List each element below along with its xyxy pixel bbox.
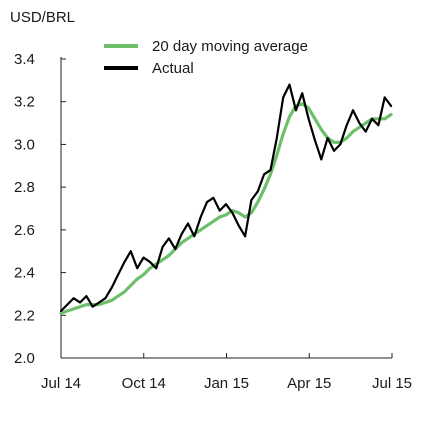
x-tick-label: Apr 15 xyxy=(287,375,331,392)
y-tick-label: 3.4 xyxy=(14,51,35,68)
legend: 20 day moving average Actual xyxy=(104,38,308,77)
y-unit-label: USD/BRL xyxy=(10,9,75,26)
y-tick-label: 3.2 xyxy=(14,94,35,111)
series-line-moving-average xyxy=(59,102,393,315)
legend-label-actual: Actual xyxy=(152,60,194,77)
y-tick-label: 2.2 xyxy=(14,307,35,324)
x-tick-label: Jul 14 xyxy=(41,375,81,392)
x-tick-label: Oct 14 xyxy=(122,375,166,392)
legend-label-moving-average: 20 day moving average xyxy=(152,38,308,55)
x-tick-label: Jan 15 xyxy=(204,375,249,392)
y-tick-label: 2.8 xyxy=(14,179,35,196)
axes: 2.0 2.2 2.4 2.6 2.8 3.0 3.2 3.4 Jul 14 Oct 14 Jan … xyxy=(14,51,412,392)
y-tick-label: 2.6 xyxy=(14,222,35,239)
y-tick-label: 3.0 xyxy=(14,136,35,153)
series-layer xyxy=(59,83,393,315)
series-line-actual xyxy=(59,83,393,313)
y-tick-label: 2.4 xyxy=(14,265,35,282)
x-tick-label: Jul 15 xyxy=(372,375,412,392)
y-tick-label: 2.0 xyxy=(14,350,35,367)
